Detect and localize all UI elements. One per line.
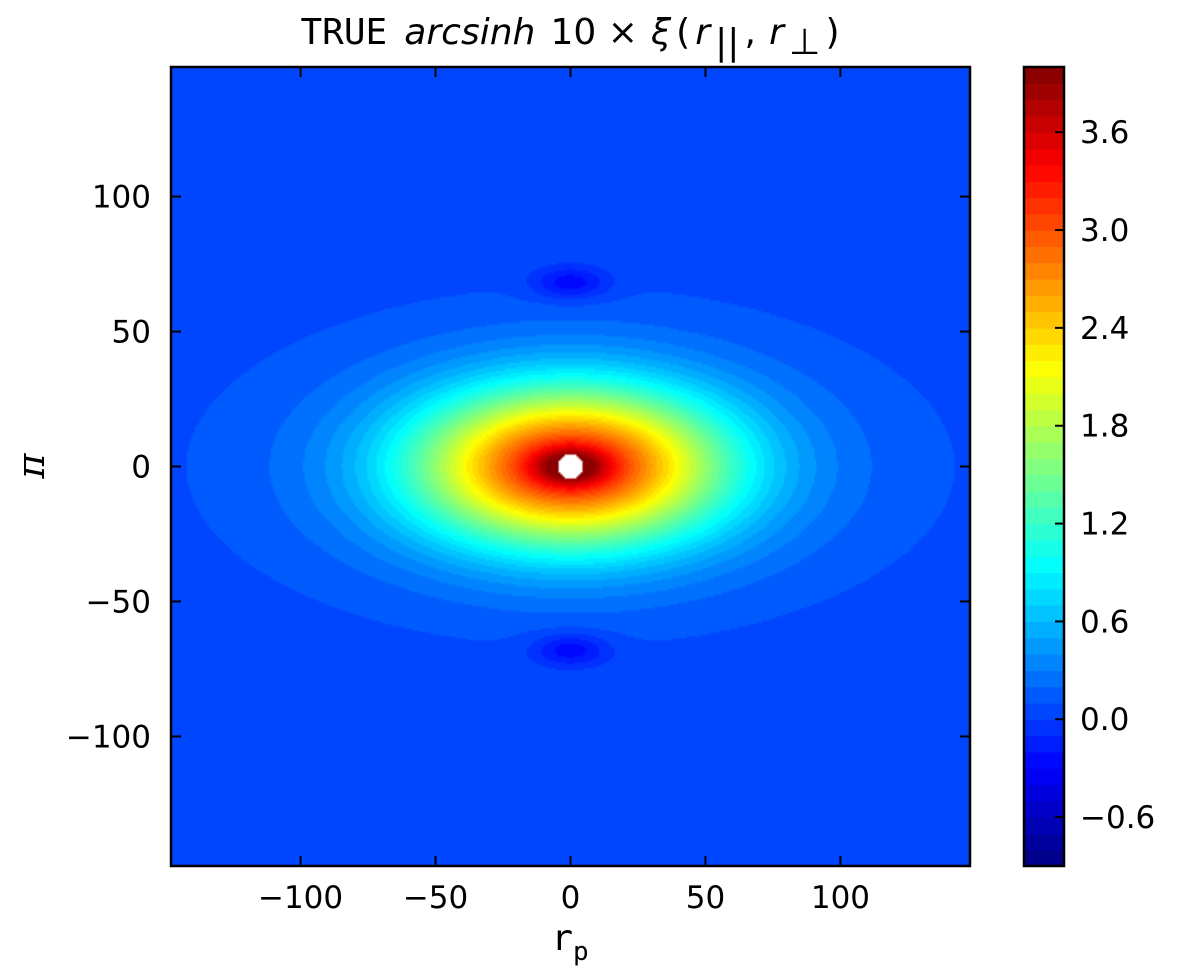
- heatmap-image: [171, 67, 970, 866]
- colorbar-band: [1024, 719, 1064, 737]
- colorbar-band: [1024, 376, 1064, 394]
- colorbar-tick-label: 2.4: [1080, 311, 1129, 347]
- colorbar: −0.6 0.0 0.6 1.2 1.8 2.4 3.0 3.6: [1022, 65, 1155, 868]
- colorbar-band: [1024, 833, 1064, 851]
- colorbar-band: [1024, 817, 1064, 834]
- colorbar-tick-label: 1.2: [1080, 507, 1129, 543]
- colorbar-tick-label: 0.6: [1080, 604, 1129, 640]
- colorbar-band: [1024, 83, 1064, 101]
- colorbar-band: [1024, 523, 1064, 541]
- title-sub-parallel: ||: [715, 22, 739, 63]
- colorbar-band: [1024, 539, 1064, 557]
- colorbar-band: [1024, 849, 1064, 867]
- x-axis-label: rp: [551, 918, 588, 967]
- title-sub-perp: ⊥: [789, 22, 820, 63]
- x-axis-label-sub: p: [573, 937, 589, 967]
- colorbar-band: [1024, 474, 1064, 492]
- y-tick-label: 0: [131, 450, 151, 486]
- colorbar-band: [1024, 702, 1064, 720]
- title-prefix: TRUE: [301, 12, 388, 53]
- colorbar-band: [1024, 246, 1064, 264]
- title-r-perp: r: [769, 12, 786, 53]
- colorbar-band: [1024, 344, 1064, 362]
- y-axis-ticks: −100 −50 0 50 100: [66, 180, 970, 755]
- colorbar-band: [1024, 327, 1064, 345]
- colorbar-tick-label: 1.8: [1080, 409, 1129, 445]
- y-tick-label: 50: [112, 315, 151, 351]
- colorbar-frame: [1022, 65, 1066, 868]
- x-tick-label: 0: [561, 880, 581, 916]
- chart-title: TRUE arcsinh 10 × ξ ( r || , r ⊥ ): [301, 12, 840, 63]
- colorbar-band: [1024, 637, 1064, 655]
- colorbar-band: [1024, 670, 1064, 688]
- colorbar-band: [1024, 132, 1064, 150]
- colorbar-band: [1024, 768, 1064, 786]
- y-tick-label: −50: [86, 584, 151, 620]
- colorbar-band: [1024, 572, 1064, 590]
- colorbar-band: [1024, 784, 1064, 802]
- colorbar-band: [1024, 115, 1064, 133]
- colorbar-band: [1024, 164, 1064, 182]
- colorbar-band: [1024, 99, 1064, 117]
- x-tick-label: 100: [811, 880, 870, 916]
- colorbar-band: [1024, 621, 1064, 639]
- colorbar-band: [1024, 230, 1064, 247]
- colorbar-ticks: −0.6 0.0 0.6 1.2 1.8 2.4 3.0 3.6: [1055, 115, 1155, 836]
- title-function: arcsinh: [404, 12, 535, 53]
- title-open-paren: (: [676, 12, 690, 53]
- x-tick-label: −100: [258, 880, 343, 916]
- x-axis-label-main: r: [551, 918, 573, 959]
- colorbar-band: [1024, 751, 1064, 769]
- title-comma: ,: [745, 12, 756, 53]
- colorbar-tick-label: −0.6: [1080, 800, 1155, 836]
- colorbar-band: [1024, 278, 1064, 296]
- colorbar-tick-label: 3.0: [1080, 213, 1129, 249]
- colorbar-band: [1024, 262, 1064, 280]
- title-xi: ξ: [650, 12, 672, 53]
- y-tick-label: −100: [66, 719, 151, 755]
- colorbar-band: [1024, 507, 1064, 525]
- colorbar-band: [1024, 213, 1064, 231]
- y-tick-label: 100: [92, 180, 151, 216]
- colorbar-band: [1024, 67, 1064, 84]
- title-factor: 10 ×: [550, 12, 637, 53]
- colorbar-tick-label: 3.6: [1080, 115, 1129, 151]
- colorbar-band: [1024, 409, 1064, 427]
- colorbar-band: [1024, 654, 1064, 671]
- colorbar-band: [1024, 295, 1064, 313]
- x-axis-ticks: −100 −50 0 50 100: [258, 67, 870, 916]
- colorbar-band: [1024, 458, 1064, 476]
- title-close-paren: ): [825, 12, 839, 53]
- colorbar-band: [1024, 197, 1064, 215]
- title-r-parallel: r: [695, 12, 712, 53]
- colorbar-band: [1024, 605, 1064, 623]
- colorbar-band: [1024, 425, 1064, 443]
- colorbar-band: [1024, 588, 1064, 606]
- colorbar-band: [1024, 800, 1064, 818]
- x-tick-label: 50: [686, 880, 725, 916]
- y-axis-label: π: [9, 452, 53, 479]
- x-tick-label: −50: [403, 880, 468, 916]
- colorbar-band: [1024, 442, 1064, 459]
- colorbar-band: [1024, 490, 1064, 508]
- colorbar-bands: [1024, 67, 1064, 867]
- colorbar-band: [1024, 181, 1064, 199]
- plot-area: −100 −50 0 50 100 −100 −50 0 50 100: [66, 65, 972, 916]
- colorbar-band: [1024, 686, 1064, 704]
- colorbar-band: [1024, 556, 1064, 574]
- colorbar-tick-label: 0.0: [1080, 702, 1129, 738]
- colorbar-band: [1024, 311, 1064, 329]
- colorbar-band: [1024, 148, 1064, 166]
- colorbar-band: [1024, 393, 1064, 411]
- colorbar-band: [1024, 360, 1064, 378]
- colorbar-band: [1024, 735, 1064, 753]
